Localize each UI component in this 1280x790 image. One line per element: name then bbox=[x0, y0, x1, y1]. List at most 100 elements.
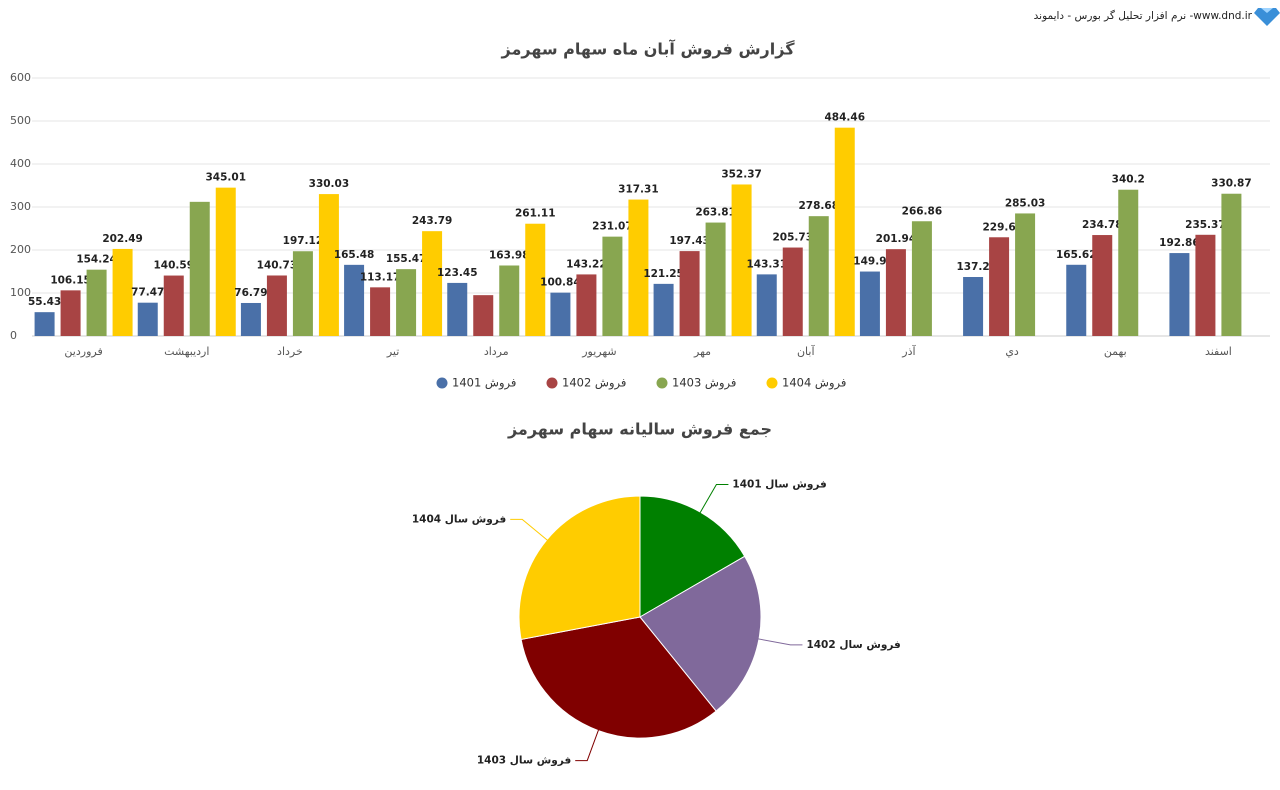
legend-marker bbox=[436, 377, 448, 389]
bar bbox=[885, 249, 906, 336]
y-tick-label: 100 bbox=[10, 286, 31, 299]
legend-marker bbox=[546, 377, 558, 389]
bar bbox=[422, 231, 443, 336]
x-tick-label: خرداد bbox=[277, 345, 303, 358]
bar bbox=[112, 248, 133, 336]
legend-marker bbox=[656, 377, 668, 389]
data-label: 123.45 bbox=[437, 267, 478, 279]
bar bbox=[1169, 253, 1190, 336]
bar bbox=[396, 269, 417, 336]
bar bbox=[834, 127, 855, 337]
data-label: 140.73 bbox=[257, 259, 298, 271]
y-tick-label: 300 bbox=[10, 200, 31, 213]
data-label: 263.81 bbox=[695, 207, 736, 219]
bar bbox=[34, 312, 55, 336]
x-tick-label: مهر bbox=[693, 345, 711, 358]
data-label: 137.2 bbox=[956, 261, 989, 273]
bar bbox=[989, 237, 1010, 336]
data-label: 330.87 bbox=[1211, 178, 1252, 190]
x-tick-label: اردیبهشت bbox=[164, 345, 209, 358]
pie-label: فروش سال 1401 bbox=[732, 478, 826, 490]
data-label: 143.31 bbox=[746, 258, 787, 270]
bar bbox=[705, 222, 726, 336]
bar bbox=[137, 302, 158, 336]
bar bbox=[576, 274, 597, 336]
y-tick-label: 0 bbox=[10, 329, 17, 342]
data-label: 202.49 bbox=[102, 233, 143, 245]
data-label: 243.79 bbox=[412, 215, 453, 227]
data-label: 77.47 bbox=[131, 287, 164, 299]
bar bbox=[550, 292, 571, 336]
data-label: 106.15 bbox=[50, 274, 91, 286]
legend-label: فروش 1403 bbox=[672, 376, 736, 391]
bar bbox=[525, 223, 546, 336]
bar bbox=[679, 251, 700, 336]
bar bbox=[628, 199, 649, 336]
data-label: 261.11 bbox=[515, 208, 556, 220]
leader-line bbox=[575, 722, 602, 762]
header-text: نرم افزار تحلیل گر بورس - دایموند -www.d… bbox=[1034, 9, 1253, 22]
bar bbox=[731, 184, 752, 336]
pie-label: فروش سال 1402 bbox=[806, 639, 900, 651]
data-label: 76.79 bbox=[234, 287, 267, 299]
data-label: 197.43 bbox=[669, 235, 710, 247]
data-label: 352.37 bbox=[721, 168, 762, 180]
x-tick-label: دي bbox=[1005, 345, 1019, 358]
data-label: 121.25 bbox=[643, 268, 684, 280]
bar bbox=[447, 282, 468, 336]
bar bbox=[215, 187, 236, 336]
y-tick-label: 200 bbox=[10, 243, 31, 256]
chart-title: جمع فروش سالیانه سهام سهرمز bbox=[507, 420, 772, 439]
x-tick-label: بهمن bbox=[1104, 345, 1127, 358]
bar bbox=[1066, 264, 1087, 336]
x-tick-label: فروردین bbox=[64, 345, 102, 358]
legend-label: فروش 1402 bbox=[562, 376, 626, 391]
x-tick-label: مرداد bbox=[484, 345, 509, 358]
data-label: 100.84 bbox=[540, 277, 581, 289]
data-label: 231.07 bbox=[592, 221, 633, 233]
data-label: 163.98 bbox=[489, 249, 530, 261]
bar bbox=[344, 264, 365, 336]
legend-label: فروش 1404 bbox=[782, 376, 846, 391]
data-label: 149.9 bbox=[853, 256, 886, 268]
data-label: 235.37 bbox=[1185, 219, 1226, 231]
data-label: 278.68 bbox=[798, 200, 839, 212]
bar bbox=[1118, 189, 1139, 336]
data-label: 234.78 bbox=[1082, 219, 1123, 231]
bar bbox=[318, 194, 339, 336]
bar bbox=[499, 265, 520, 336]
data-label: 165.48 bbox=[334, 249, 375, 261]
pie-label: فروش سال 1403 bbox=[477, 755, 571, 767]
bar bbox=[292, 251, 313, 336]
y-tick-label: 500 bbox=[10, 114, 31, 127]
bar bbox=[163, 275, 184, 336]
data-label: 113.17 bbox=[360, 271, 401, 283]
data-label: 192.86 bbox=[1159, 237, 1200, 249]
bar bbox=[60, 290, 81, 336]
y-tick-label: 600 bbox=[10, 71, 31, 84]
data-label: 165.62 bbox=[1056, 249, 1097, 261]
leader-line bbox=[510, 518, 554, 546]
data-label: 266.86 bbox=[902, 205, 943, 217]
bar bbox=[266, 275, 287, 336]
bar bbox=[756, 274, 777, 336]
x-tick-label: شهریور bbox=[581, 345, 616, 358]
data-label: 229.6 bbox=[982, 221, 1015, 233]
bar bbox=[963, 277, 984, 336]
data-label: 155.47 bbox=[386, 253, 427, 265]
pie-slice bbox=[518, 495, 641, 641]
data-label: 340.2 bbox=[1112, 174, 1145, 186]
bar bbox=[1221, 193, 1242, 336]
bar bbox=[859, 271, 880, 336]
bar bbox=[782, 247, 803, 336]
bar bbox=[1092, 235, 1113, 336]
x-tick-label: آذر bbox=[901, 344, 916, 358]
data-label: 140.59 bbox=[153, 260, 194, 272]
data-label: 201.94 bbox=[876, 233, 917, 245]
logo bbox=[1254, 8, 1280, 26]
bar bbox=[370, 287, 391, 336]
bar bbox=[1015, 213, 1036, 336]
bar bbox=[240, 302, 261, 336]
